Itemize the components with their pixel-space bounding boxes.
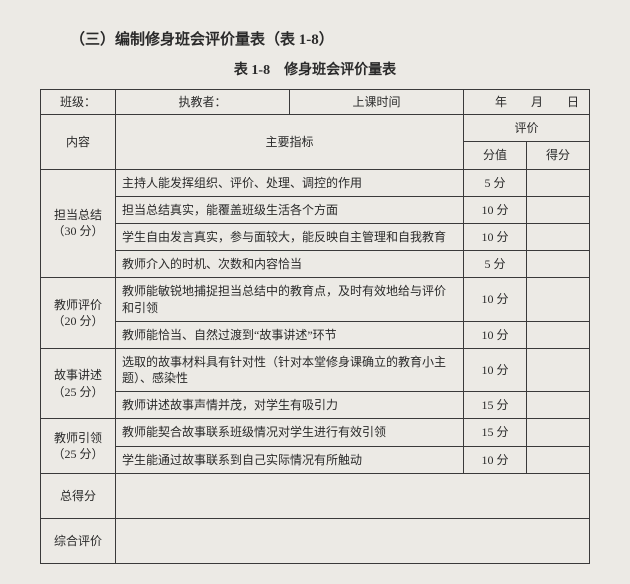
indicator-text: 学生能通过故事联系到自己实际情况有所触动 — [116, 446, 464, 473]
score-earned — [527, 419, 590, 446]
overall-label: 综合评价 — [41, 518, 116, 563]
evaluation-table: 班级： 执教者： 上课时间 年 月 日 内容 主要指标 评价 分值 得分 担当总… — [40, 89, 590, 564]
section-name: 教师引领 （25 分） — [41, 419, 116, 473]
table-row: 总得分 — [41, 473, 590, 518]
indicator-text: 教师讲述故事声情并茂，对学生有吸引力 — [116, 392, 464, 419]
table-caption: 表 1-8 修身班会评价量表 — [40, 59, 590, 79]
class-label: 班级： — [41, 90, 116, 115]
total-label: 总得分 — [41, 473, 116, 518]
indicator-text: 教师介入的时机、次数和内容恰当 — [116, 251, 464, 278]
score-value: 10 分 — [464, 446, 527, 473]
score-earned — [527, 446, 590, 473]
table-row: 教师引领 （25 分） 教师能契合故事联系班级情况对学生进行有效引领 15 分 — [41, 419, 590, 446]
section-name-text: 故事讲述 — [54, 368, 102, 382]
score-value: 5 分 — [464, 169, 527, 196]
score-value: 15 分 — [464, 419, 527, 446]
teacher-label: 执教者： — [116, 90, 290, 115]
score-value: 10 分 — [464, 321, 527, 348]
section-name-text: 教师评价 — [54, 298, 102, 312]
col-main-indicator: 主要指标 — [116, 115, 464, 169]
score-earned — [527, 196, 590, 223]
table-row: 内容 主要指标 评价 — [41, 115, 590, 142]
section-name: 故事讲述 （25 分） — [41, 348, 116, 419]
table-row: 学生能通过故事联系到自己实际情况有所触动 10 分 — [41, 446, 590, 473]
score-value: 10 分 — [464, 278, 527, 321]
indicator-text: 教师能恰当、自然过渡到“故事讲述”环节 — [116, 321, 464, 348]
section-title: （三）编制修身班会评价量表（表 1-8） — [70, 28, 590, 49]
table-row: 教师介入的时机、次数和内容恰当 5 分 — [41, 251, 590, 278]
table-row: 教师评价 （20 分） 教师能敏锐地捕捉担当总结中的教育点，及时有效地给与评价和… — [41, 278, 590, 321]
score-earned — [527, 251, 590, 278]
score-earned — [527, 392, 590, 419]
score-earned — [527, 321, 590, 348]
table-row: 教师讲述故事声情并茂，对学生有吸引力 15 分 — [41, 392, 590, 419]
col-score-value: 分值 — [464, 142, 527, 169]
indicator-text: 教师能敏锐地捕捉担当总结中的教育点，及时有效地给与评价和引领 — [116, 278, 464, 321]
section-weight: （20 分） — [52, 314, 103, 328]
table-row: 综合评价 — [41, 518, 590, 563]
section-name: 担当总结 （30 分） — [41, 169, 116, 278]
score-earned — [527, 278, 590, 321]
time-label: 上课时间 — [289, 90, 463, 115]
col-content: 内容 — [41, 115, 116, 169]
section-name-text: 教师引领 — [54, 431, 102, 445]
score-value: 5 分 — [464, 251, 527, 278]
table-row: 担当总结真实，能覆盖班级生活各个方面 10 分 — [41, 196, 590, 223]
table-row: 担当总结 （30 分） 主持人能发挥组织、评价、处理、调控的作用 5 分 — [41, 169, 590, 196]
col-evaluation: 评价 — [464, 115, 590, 142]
score-earned — [527, 348, 590, 391]
overall-value — [116, 518, 590, 563]
section-weight: （25 分） — [52, 447, 103, 461]
table-row: 教师能恰当、自然过渡到“故事讲述”环节 10 分 — [41, 321, 590, 348]
indicator-text: 主持人能发挥组织、评价、处理、调控的作用 — [116, 169, 464, 196]
indicator-text: 学生自由发言真实，参与面较大，能反映自主管理和自我教育 — [116, 223, 464, 250]
indicator-text: 教师能契合故事联系班级情况对学生进行有效引领 — [116, 419, 464, 446]
date-value: 年 月 日 — [464, 90, 590, 115]
table-row: 故事讲述 （25 分） 选取的故事材料具有针对性（针对本堂修身课确立的教育小主题… — [41, 348, 590, 391]
score-value: 10 分 — [464, 223, 527, 250]
table-row: 学生自由发言真实，参与面较大，能反映自主管理和自我教育 10 分 — [41, 223, 590, 250]
section-weight: （25 分） — [52, 385, 103, 399]
col-score-earned: 得分 — [527, 142, 590, 169]
indicator-text: 担当总结真实，能覆盖班级生活各个方面 — [116, 196, 464, 223]
section-name: 教师评价 （20 分） — [41, 278, 116, 349]
section-name-text: 担当总结 — [54, 208, 102, 222]
table-row: 班级： 执教者： 上课时间 年 月 日 — [41, 90, 590, 115]
score-value: 10 分 — [464, 196, 527, 223]
score-value: 15 分 — [464, 392, 527, 419]
score-earned — [527, 223, 590, 250]
score-value: 10 分 — [464, 348, 527, 391]
indicator-text: 选取的故事材料具有针对性（针对本堂修身课确立的教育小主题）、感染性 — [116, 348, 464, 391]
score-earned — [527, 169, 590, 196]
section-weight: （30 分） — [52, 224, 103, 238]
total-value — [116, 473, 590, 518]
